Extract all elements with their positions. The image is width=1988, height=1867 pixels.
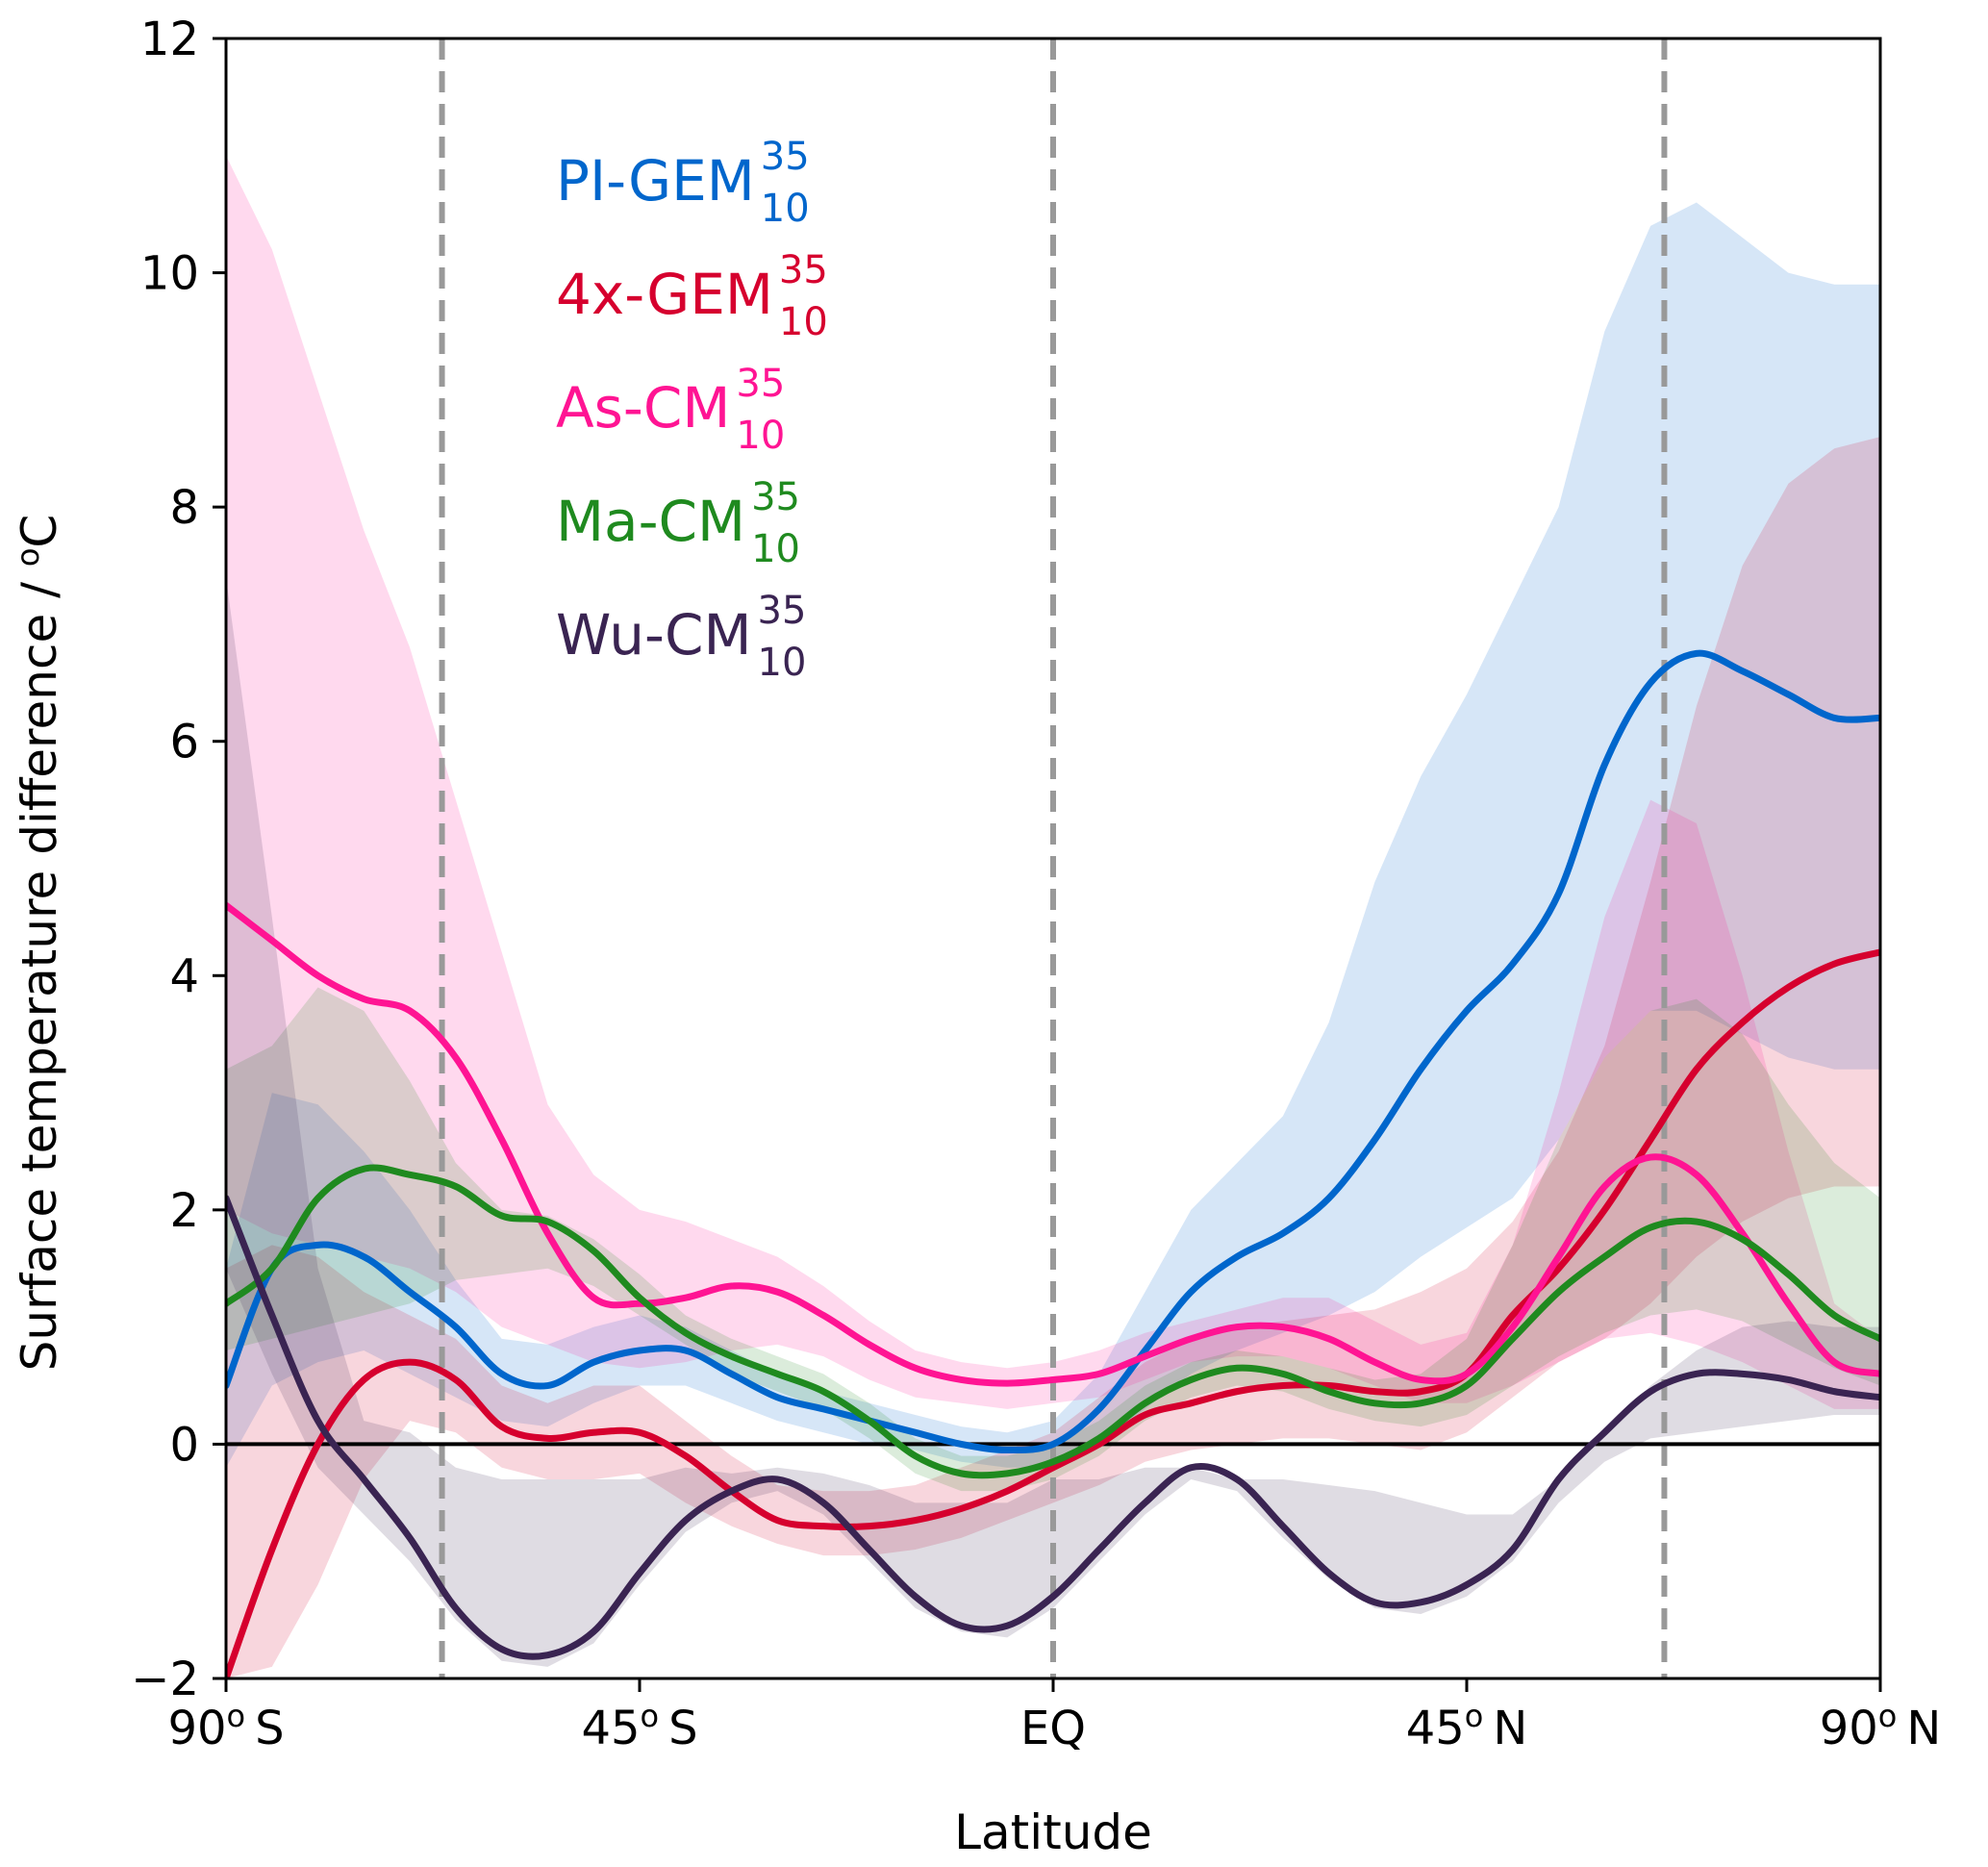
- legend-pi-gem-sup: 35: [761, 135, 810, 179]
- legend-as-cm-sub: 10: [736, 414, 785, 458]
- legend-4x-gem-sup: 35: [779, 248, 828, 292]
- y-tick-label: 12: [140, 13, 199, 66]
- x-axis-title: Latitude: [954, 1804, 1152, 1860]
- legend-as-cm: As-CM: [556, 375, 730, 441]
- x-tick-label: 90o S: [167, 1698, 284, 1755]
- x-axis-ticks: 90o S 45o S EQ 45o N 90o N: [167, 1678, 1941, 1755]
- pi-gem-line: [226, 649, 1880, 1454]
- y-tick-label: 0: [169, 1418, 199, 1472]
- legend-ma-cm-sub: 10: [751, 527, 800, 571]
- y-axis-title-unit: C: [12, 515, 67, 548]
- y-tick-label: 2: [169, 1184, 199, 1238]
- legend-ma-cm: Ma-CM: [556, 489, 745, 554]
- ma-cm-line: [226, 1164, 1880, 1479]
- y-tick-label: 8: [169, 481, 199, 535]
- legend-pi-gem: PI-GEM: [556, 148, 755, 214]
- y-axis-title-main: Surface temperature difference /: [12, 567, 67, 1371]
- 4x-gem-band: [226, 437, 1880, 1678]
- y-axis-title-degree: o: [10, 548, 46, 568]
- x-tick-label: 45o S: [581, 1698, 697, 1755]
- y-tick-label: 6: [169, 716, 199, 770]
- legend-as-cm-sup: 35: [736, 362, 785, 406]
- x-tick-label: 90o N: [1820, 1698, 1942, 1755]
- ma-cm-band: [226, 987, 1880, 1492]
- pi-gem-band: [226, 202, 1880, 1468]
- 4x-gem-line: [226, 948, 1880, 1678]
- legend-pi-gem-sub: 10: [761, 187, 810, 231]
- y-axis-ticks: −2 0 2 4 6 8 10 12: [131, 13, 226, 1706]
- uncertainty-bands: [226, 155, 1880, 1678]
- y-tick-label: 10: [140, 247, 199, 301]
- x-tick-label: 45o N: [1406, 1698, 1528, 1755]
- reference-vertical-lines: [439, 38, 1668, 1678]
- series-lines: [226, 649, 1880, 1678]
- y-axis-title: Surface temperature difference / oC: [10, 515, 67, 1372]
- as-cm-band: [226, 155, 1880, 1409]
- y-tick-label: 4: [169, 949, 199, 1003]
- legend-4x-gem: 4x-GEM: [556, 262, 773, 327]
- legend-4x-gem-sub: 10: [779, 300, 828, 344]
- as-cm-line: [226, 901, 1880, 1387]
- legend-wu-cm: Wu-CM: [556, 602, 752, 668]
- legend-ma-cm-sup: 35: [751, 475, 800, 519]
- wu-cm-line: [226, 1195, 1880, 1660]
- y-tick-label: −2: [131, 1653, 199, 1706]
- legend-wu-cm-sub: 10: [758, 641, 807, 685]
- legend-wu-cm-sup: 35: [758, 589, 807, 633]
- x-tick-label: EQ: [1020, 1702, 1086, 1755]
